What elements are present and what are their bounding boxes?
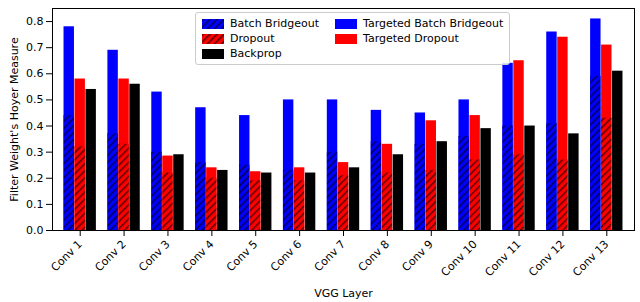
svg-text:0.0: 0.0	[26, 224, 44, 237]
svg-text:0.5: 0.5	[26, 93, 44, 106]
svg-text:Conv 5: Conv 5	[224, 238, 260, 274]
html-text:Dropout: Dropout	[230, 32, 275, 45]
svg-text:0.8: 0.8	[26, 15, 44, 28]
svg-text:0.3: 0.3	[26, 146, 44, 159]
svg-text:Conv 9: Conv 9	[400, 238, 436, 274]
svg-text:Conv 13: Conv 13	[570, 238, 611, 279]
svg-text:Conv 12: Conv 12	[526, 238, 567, 279]
svg-text:Conv 1: Conv 1	[48, 238, 84, 274]
html-text:Backprop: Backprop	[230, 47, 282, 60]
svg-text:Conv 6: Conv 6	[268, 238, 304, 274]
svg-text:Conv 10: Conv 10	[438, 238, 479, 279]
svg-text:0.2: 0.2	[26, 172, 44, 185]
html-text:Targeted Batch Bridgeout: Targeted Batch Bridgeout	[363, 17, 504, 30]
svg-text:Conv 3: Conv 3	[136, 238, 172, 274]
svg-text:0.4: 0.4	[26, 120, 44, 133]
svg-text:Conv 2: Conv 2	[92, 238, 128, 274]
svg-text:0.7: 0.7	[26, 41, 44, 54]
svg-text:Conv 11: Conv 11	[482, 238, 523, 279]
html-text:Batch Bridgeout: Batch Bridgeout	[230, 17, 319, 30]
svg-text:Conv 4: Conv 4	[180, 238, 216, 274]
svg-text:0.1: 0.1	[26, 198, 44, 211]
svg-text:Conv 7: Conv 7	[312, 238, 348, 274]
svg-text:VGG Layer: VGG Layer	[314, 287, 373, 300]
svg-text:Conv 8: Conv 8	[356, 238, 392, 274]
html-text:Targeted Dropout: Targeted Dropout	[363, 32, 459, 45]
svg-text:0.6: 0.6	[26, 67, 44, 80]
svg-text:Filter Weight's Hoyer Measure: Filter Weight's Hoyer Measure	[8, 37, 21, 202]
